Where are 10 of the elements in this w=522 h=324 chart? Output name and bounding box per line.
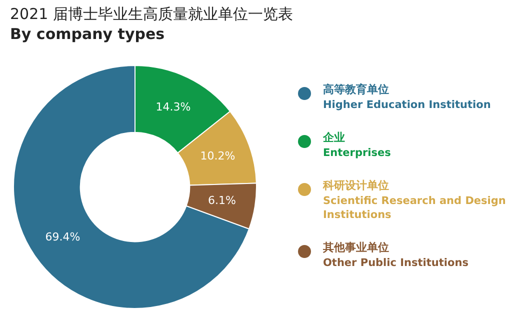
legend-label: 高等教育单位 Higher Education Institution <box>323 82 491 112</box>
data-label: 14.3% <box>156 100 191 114</box>
chart-subtitle: By company types <box>10 25 165 43</box>
chart-title: 2021 届博士毕业生高质量就业单位一览表 <box>10 5 293 24</box>
legend-label: 企业 Enterprises <box>323 130 391 160</box>
data-label: 10.2% <box>200 150 236 162</box>
legend-label: 科研设计单位 Scientific Research and Design Institutions <box>323 178 507 222</box>
legend-label: 其他事业单位 Other Public Institutions <box>323 240 468 270</box>
data-label: 6.1% <box>208 194 236 207</box>
data-label: 69.4% <box>45 230 80 244</box>
